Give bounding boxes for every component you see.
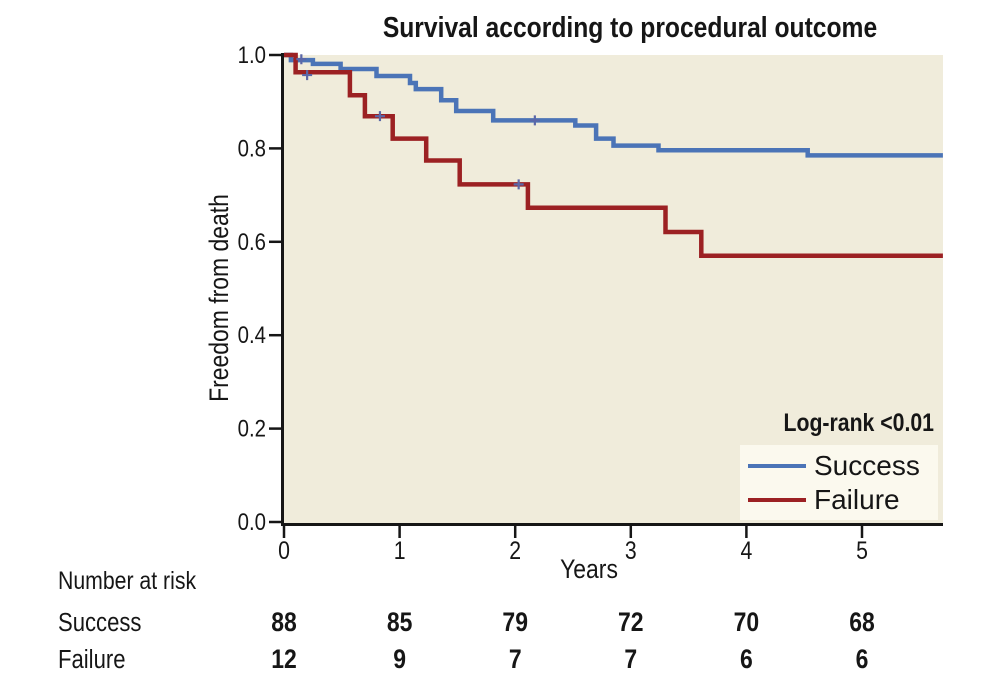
x-tick-label: 3: [625, 536, 637, 564]
censor-mark-failure: [302, 70, 313, 81]
y-tick-label: 0.6: [238, 228, 266, 255]
risk-count-success: 72: [618, 607, 644, 637]
legend-label-failure: Failure: [814, 484, 900, 515]
x-tick-label: 1: [394, 536, 406, 564]
risk-count-success: 68: [849, 607, 875, 637]
risk-count-failure: 7: [624, 644, 637, 674]
risk-count-failure: 6: [856, 644, 869, 674]
risk-count-success: 70: [734, 607, 760, 637]
chart-title: Survival according to procedural outcome: [383, 11, 877, 43]
y-tick-label: 0.4: [238, 322, 266, 349]
legend-box: [740, 445, 938, 520]
censor-mark-failure: [513, 179, 524, 190]
y-tick-label: 1.0: [238, 41, 266, 68]
x-tick-label: 4: [740, 536, 752, 564]
risk-row-label-failure: Failure: [58, 645, 126, 674]
x-axis-title: Years: [560, 554, 618, 584]
risk-table-heading: Number at risk: [58, 566, 196, 594]
x-tick-label: 0: [278, 536, 290, 564]
legend-label-success: Success: [814, 450, 920, 481]
survival-curve-failure: [284, 52, 943, 259]
risk-count-success: 79: [502, 607, 528, 637]
censor-mark-failure: [374, 111, 385, 122]
risk-count-failure: 7: [509, 644, 522, 674]
y-tick-label: 0.8: [238, 135, 266, 162]
survival-curve-success: [284, 52, 943, 158]
y-tick-label: 0.0: [238, 508, 266, 535]
risk-row-label-success: Success: [58, 608, 141, 637]
risk-count-failure: 6: [740, 644, 753, 674]
censor-mark-success: [529, 115, 540, 126]
risk-count-success: 85: [387, 607, 413, 637]
risk-count-failure: 12: [271, 644, 297, 674]
y-tick-label: 0.2: [238, 415, 266, 442]
risk-table: Number at risk Success Failure: [58, 566, 196, 674]
x-tick-label: 2: [509, 536, 521, 564]
risk-count-success: 88: [271, 607, 297, 637]
y-axis-title: Freedom from death: [204, 194, 234, 402]
legend: Success Failure: [740, 445, 938, 520]
logrank-annotation: Log-rank <0.01: [784, 408, 935, 436]
risk-count-failure: 9: [393, 644, 406, 674]
x-tick-label: 5: [856, 536, 868, 564]
censor-mark-success: [296, 54, 307, 65]
